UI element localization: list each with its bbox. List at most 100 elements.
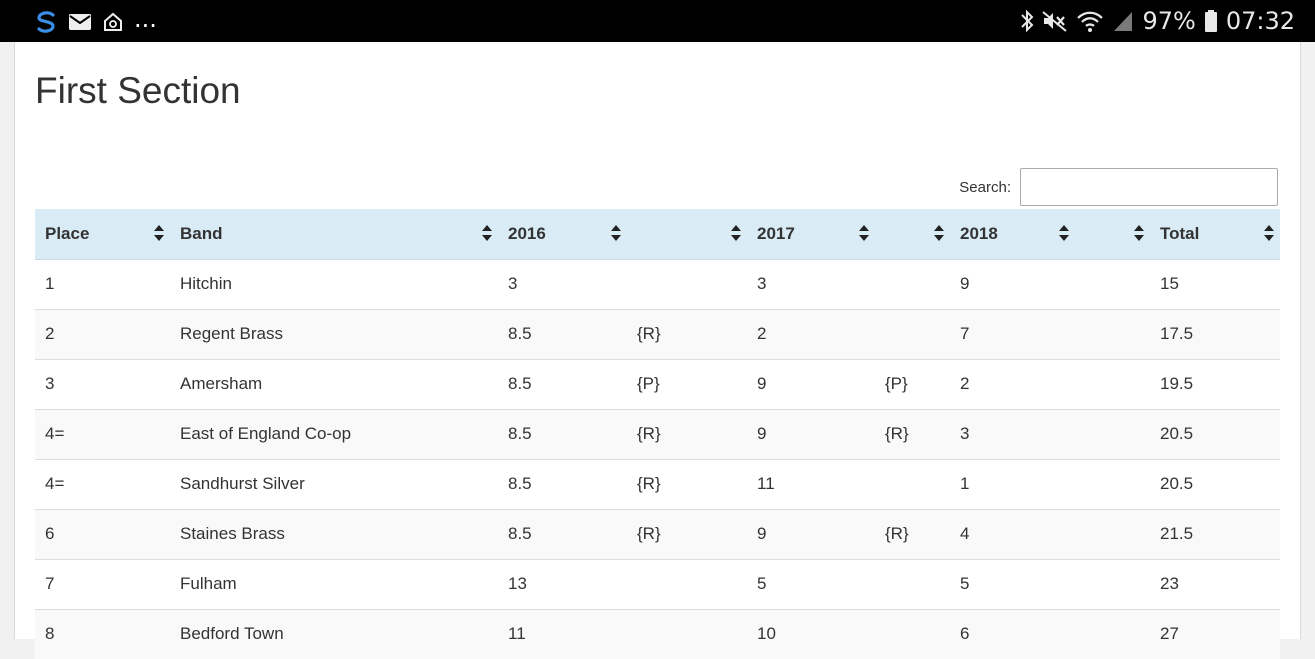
column-header-label: Band [180,223,223,243]
sort-icon [154,225,164,241]
cell-band: Staines Brass [170,508,498,559]
column-header-2016[interactable]: 2016 [498,209,627,260]
cell-2017: 11 [747,458,875,509]
bluetooth-icon [1020,9,1034,33]
cell-2018: 4 [950,508,1075,559]
cell-band: Fulham [170,558,498,609]
cell-place: 4= [35,408,170,459]
cell-band: Hitchin [170,258,498,309]
cell-2018-note [1075,558,1150,609]
cell-2018-note [1075,608,1150,659]
cell-2016-note [627,558,747,609]
search-label: Search: [959,178,1011,196]
cell-place: 2 [35,308,170,359]
table-row: 3 Amersham 8.5 {P} 9 {P} 2 19.5 [35,358,1280,409]
cell-2016: 8.5 [498,358,627,409]
search-box: Search: [959,168,1278,206]
cell-2018: 9 [950,258,1075,309]
cell-2017: 10 [747,608,875,659]
cell-2016: 3 [498,258,627,309]
cell-place: 8 [35,608,170,659]
cell-2016-note: {R} [627,458,747,509]
cell-2018-note [1075,508,1150,559]
cell-2016: 8.5 [498,308,627,359]
cell-2017: 3 [747,258,875,309]
cell-2018-note [1075,308,1150,359]
sort-icon [611,225,621,241]
cell-2017-note: {P} [875,358,950,409]
status-bar: ... 97% [0,0,1315,42]
sort-icon [1264,225,1274,241]
search-input[interactable] [1020,168,1278,206]
cell-2016: 8.5 [498,508,627,559]
sort-icon [482,225,492,241]
cell-total: 21.5 [1150,508,1280,559]
cell-2016-note: {R} [627,408,747,459]
cell-2017-note [875,308,950,359]
column-header-label: 2016 [508,223,546,243]
cell-2016-note: {P} [627,358,747,409]
cell-band: Amersham [170,358,498,409]
cell-place: 7 [35,558,170,609]
cell-place: 1 [35,258,170,309]
table-row: 2 Regent Brass 8.5 {R} 2 7 17.5 [35,308,1280,359]
cell-2018: 3 [950,408,1075,459]
cell-band: Bedford Town [170,608,498,659]
cell-2017-note [875,258,950,309]
more-notifications: ... [134,5,157,33]
sort-icon [934,225,944,241]
cell-band: East of England Co-op [170,408,498,459]
app-s-icon [34,10,58,34]
column-header-2016-note[interactable] [627,209,747,260]
column-header-label: 2018 [960,223,998,243]
cell-2017: 9 [747,358,875,409]
cell-band: Regent Brass [170,308,498,359]
cell-total: 23 [1150,558,1280,609]
column-header-label: 2017 [757,223,795,243]
column-header-2018-note[interactable] [1075,209,1150,260]
cell-2018: 6 [950,608,1075,659]
cell-2018: 7 [950,308,1075,359]
cell-2018-note [1075,358,1150,409]
results-table: Place Band 2016 2017 2018 Total 1 Hitchi… [35,209,1280,659]
cell-2016-note [627,608,747,659]
sort-icon [1059,225,1069,241]
signal-icon [1112,9,1134,33]
cell-2017-note: {R} [875,408,950,459]
page-title: First Section [35,70,241,111]
column-header-2018[interactable]: 2018 [950,209,1075,260]
cell-2016: 13 [498,558,627,609]
table-header-row: Place Band 2016 2017 2018 Total [35,209,1280,260]
page-content: First Section Search: Place Band 2016 20… [14,42,1301,659]
table-row: 6 Staines Brass 8.5 {R} 9 {R} 4 21.5 [35,508,1280,559]
column-header-2017[interactable]: 2017 [747,209,875,260]
cell-2016: 8.5 [498,458,627,509]
cell-2016-note: {R} [627,308,747,359]
cell-2018-note [1075,258,1150,309]
column-header-total[interactable]: Total [1150,209,1280,260]
cell-2017-note [875,608,950,659]
cell-2017-note [875,458,950,509]
home-icon [102,11,124,33]
cell-2018-note [1075,408,1150,459]
cell-2016: 11 [498,608,627,659]
cell-total: 19.5 [1150,358,1280,409]
cell-place: 4= [35,458,170,509]
table-row: 4= Sandhurst Silver 8.5 {R} 11 1 20.5 [35,458,1280,509]
battery-percent: 97% [1142,7,1196,35]
column-header-2017-note[interactable] [875,209,950,260]
wifi-icon [1076,9,1104,33]
cell-2016-note: {R} [627,508,747,559]
table-row: 7 Fulham 13 5 5 23 [35,558,1280,609]
cell-place: 6 [35,508,170,559]
cell-band: Sandhurst Silver [170,458,498,509]
mute-icon [1042,9,1068,33]
cell-2017: 2 [747,308,875,359]
column-header-place[interactable]: Place [35,209,170,260]
mail-icon [68,12,92,32]
cell-2018: 5 [950,558,1075,609]
cell-total: 20.5 [1150,458,1280,509]
cell-2017: 9 [747,408,875,459]
cell-total: 17.5 [1150,308,1280,359]
column-header-band[interactable]: Band [170,209,498,260]
